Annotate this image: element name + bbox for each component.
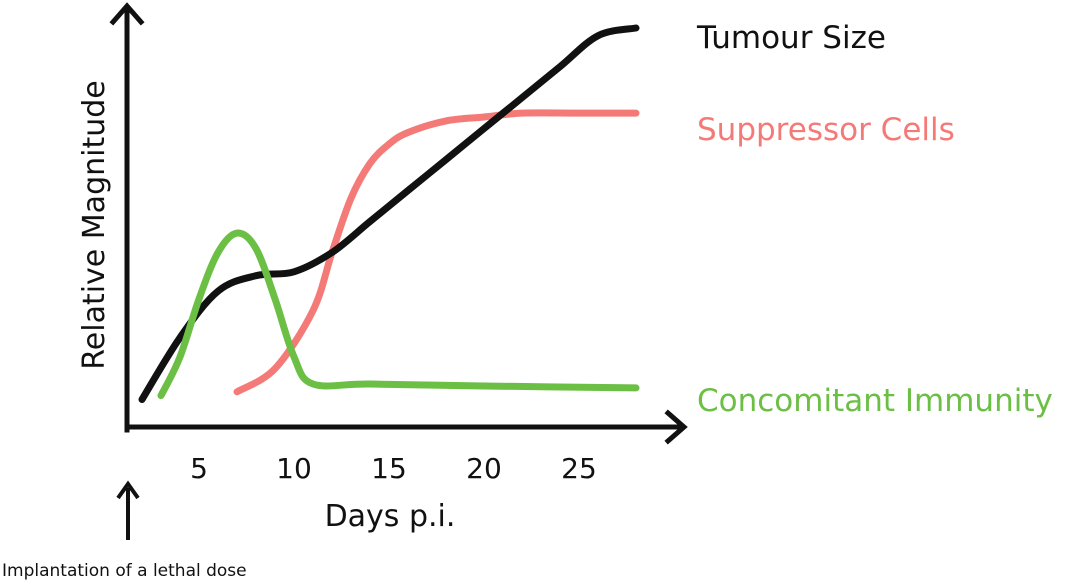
- series-layer: [138, 24, 640, 403]
- axes: [109, 2, 688, 445]
- series-line-concomitant-immunity: [157, 229, 640, 400]
- y-axis-arrowhead: [109, 2, 145, 26]
- series-line-suppressor-cells: [233, 109, 640, 396]
- x-axis-title: Days p.i.: [325, 499, 456, 534]
- x-axis-arrowhead: [664, 409, 688, 445]
- x-tick-labels: 5 10 15 20 25: [190, 452, 597, 485]
- y-axis-title: Relative Magnitude: [77, 80, 112, 369]
- x-tick-label-20: 20: [466, 452, 502, 485]
- series-labels: Tumour Size Suppressor Cells Concomitant…: [696, 20, 1053, 419]
- x-tick-label-15: 15: [371, 452, 407, 485]
- implantation-marker: [116, 480, 140, 540]
- x-tick-label-10: 10: [276, 452, 312, 485]
- x-tick-label-25: 25: [561, 452, 597, 485]
- series-line-tumour-size: [138, 24, 640, 403]
- x-tick-label-5: 5: [190, 452, 208, 485]
- implantation-arrow-head: [116, 480, 140, 500]
- implantation-annotation: Implantation of a lethal dose: [2, 561, 247, 580]
- series-label-tumour-size: Tumour Size: [696, 20, 886, 56]
- series-label-concomitant-immunity: Concomitant Immunity: [697, 383, 1053, 419]
- series-label-suppressor-cells: Suppressor Cells: [697, 112, 955, 148]
